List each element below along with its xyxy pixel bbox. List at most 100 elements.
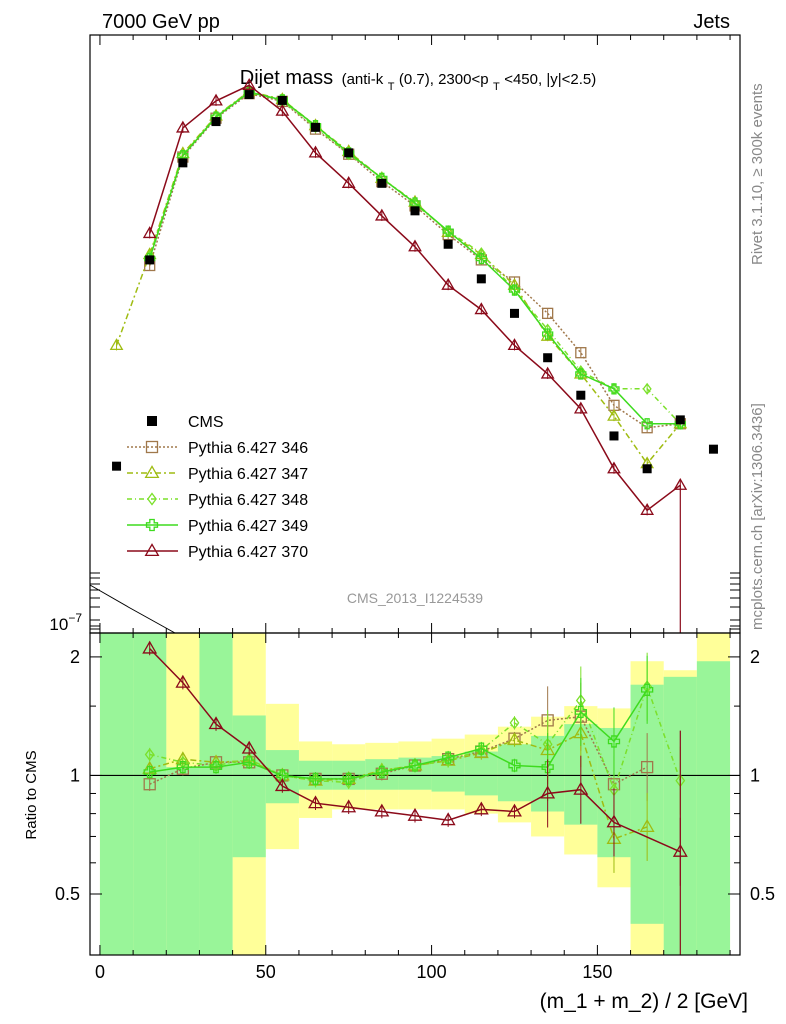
x-tick-label: 50 xyxy=(256,962,276,982)
ratio-point-marker xyxy=(243,756,256,769)
x-tick-label: 0 xyxy=(95,962,105,982)
rivet-label: Rivet 3.1.10, ≥ 300k events xyxy=(749,83,766,265)
cms-data-point xyxy=(244,90,254,100)
cms-data-point xyxy=(112,461,122,471)
main-point-marker xyxy=(508,284,521,296)
ratio-uncertainty-bands xyxy=(99,633,731,955)
legend-marker xyxy=(145,440,159,454)
title-sub-prefix: (anti-k xyxy=(342,71,384,88)
title-sub-mid: (0.7), 2300<p xyxy=(399,71,489,88)
main-series xyxy=(144,87,686,434)
main-point-marker xyxy=(109,338,124,351)
ratio-panel-frame xyxy=(89,632,741,956)
main-point-marker xyxy=(442,225,454,237)
ratio-point-marker xyxy=(640,760,654,774)
main-point-marker xyxy=(474,302,489,315)
legend-label: Pythia 6.427 349 xyxy=(188,518,308,535)
main-point-marker xyxy=(641,418,653,430)
cms-data-point xyxy=(311,122,321,132)
main-point-marker xyxy=(408,239,422,252)
ratio-y-tick-label-right: 2 xyxy=(750,647,760,667)
header-left: 7000 GeV pp xyxy=(102,11,220,33)
ratio-point-marker xyxy=(374,803,390,817)
cms-data-point xyxy=(675,415,685,425)
ratio-point-marker xyxy=(639,819,655,832)
main-point-marker xyxy=(542,307,554,320)
main-point-marker xyxy=(242,78,257,90)
ratio-band-inner xyxy=(133,633,167,955)
legend-label: Pythia 6.427 347 xyxy=(188,466,308,483)
main-point-marker xyxy=(607,408,621,421)
main-point-marker xyxy=(640,503,655,515)
main-point-marker xyxy=(142,226,157,239)
ratio-point-marker xyxy=(475,742,488,755)
cms-data-point xyxy=(211,117,221,127)
ratio-series xyxy=(143,655,654,802)
cms-data-point xyxy=(377,178,387,188)
main-point-marker xyxy=(209,93,223,106)
ratio-y-axis-label: Ratio to CMS xyxy=(23,750,40,839)
cms-data-point xyxy=(145,255,155,265)
ratio-point-marker xyxy=(274,778,290,792)
main-point-marker xyxy=(540,328,555,341)
main-point-marker xyxy=(642,382,652,395)
legend-marker xyxy=(144,543,160,557)
x-axis-label: (m_1 + m_2) / 2 [GeV] xyxy=(540,990,748,1013)
ratio-point-marker xyxy=(144,747,155,762)
analysis-watermark: CMS_2013_I1224539 xyxy=(347,590,483,606)
cms-data-point xyxy=(277,95,287,105)
ratio-point-marker xyxy=(209,760,223,774)
legend-marker xyxy=(145,518,159,532)
main-point-marker xyxy=(540,366,555,379)
ratio-point-marker xyxy=(640,683,654,696)
legend-cms-marker xyxy=(147,416,157,426)
main-point-marker xyxy=(475,252,487,265)
ratio-y-tick-label: 0.5 xyxy=(55,884,80,904)
ratio-point-marker xyxy=(176,760,190,774)
main-series xyxy=(145,85,685,430)
cms-data-point xyxy=(543,353,553,363)
ratio-point-marker xyxy=(276,769,289,782)
ratio-band-inner xyxy=(199,633,233,955)
ratio-point-marker xyxy=(607,735,621,748)
main-point-marker xyxy=(175,120,190,133)
ratio-point-marker xyxy=(476,743,487,757)
main-series xyxy=(109,83,688,469)
ratio-point-marker xyxy=(407,807,423,821)
ratio-band-inner xyxy=(99,633,134,955)
ratio-point-marker xyxy=(208,716,224,730)
main-series xyxy=(142,78,688,516)
x-tick-label: 100 xyxy=(417,962,447,982)
ratio-series-line xyxy=(149,689,648,780)
plot-title: Dijet mass (anti-k T (0.7), 2300<p T <45… xyxy=(240,67,596,94)
ratio-point-marker xyxy=(509,716,520,730)
legend-label: Pythia 6.427 370 xyxy=(188,544,308,561)
cms-data-point xyxy=(410,206,420,216)
ratio-point-marker xyxy=(375,765,388,779)
ratio-point-marker xyxy=(442,751,455,764)
title-main: Dijet mass xyxy=(240,67,333,89)
ratio-y-tick-label-right: 1 xyxy=(750,765,760,785)
ratio-band-inner xyxy=(696,661,731,955)
cms-data-point xyxy=(708,444,718,454)
cms-data-point xyxy=(443,239,453,249)
legend-marker xyxy=(147,492,157,506)
main-point-marker xyxy=(608,383,620,395)
ratio-point-marker xyxy=(606,814,622,828)
cms-data-point xyxy=(344,148,354,158)
cms-data-point xyxy=(509,308,519,318)
ratio-point-marker xyxy=(308,795,323,809)
main-point-marker xyxy=(607,461,621,474)
ratio-series-line xyxy=(149,715,648,786)
legend-label: CMS xyxy=(188,414,224,431)
ratio-point-marker xyxy=(574,705,587,719)
main-y-tick-exponent: −7 xyxy=(68,611,82,625)
main-series-line xyxy=(148,90,681,425)
main-point-marker xyxy=(573,401,588,414)
main-point-marker xyxy=(275,103,290,116)
ratio-point-marker xyxy=(175,674,191,688)
ratio-y-tick-label: 2 xyxy=(70,647,80,667)
cms-data-point xyxy=(178,158,188,168)
cms-data-point xyxy=(642,464,652,474)
